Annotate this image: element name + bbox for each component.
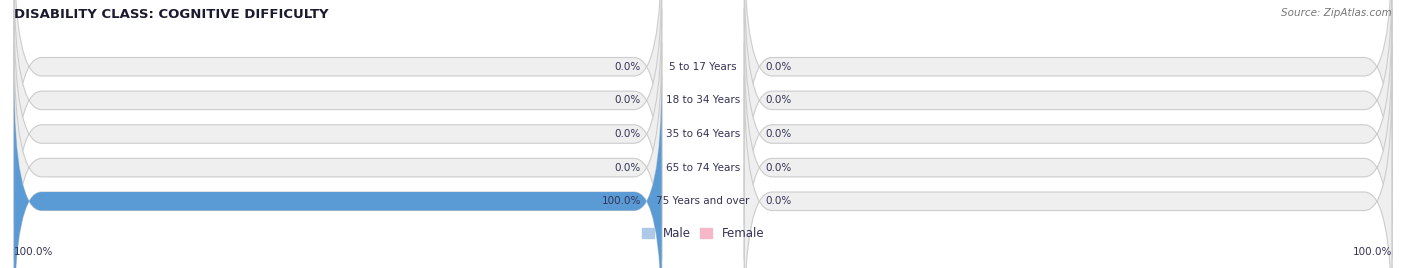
Text: 100.0%: 100.0% (1353, 247, 1392, 257)
FancyBboxPatch shape (744, 9, 1392, 259)
FancyBboxPatch shape (14, 9, 662, 259)
Text: 75 Years and over: 75 Years and over (657, 196, 749, 206)
Text: 35 to 64 Years: 35 to 64 Years (666, 129, 740, 139)
Text: 5 to 17 Years: 5 to 17 Years (669, 62, 737, 72)
FancyBboxPatch shape (744, 76, 1392, 268)
Text: 65 to 74 Years: 65 to 74 Years (666, 163, 740, 173)
FancyBboxPatch shape (14, 42, 662, 268)
FancyBboxPatch shape (14, 0, 662, 192)
Text: 0.0%: 0.0% (614, 163, 641, 173)
Text: 100.0%: 100.0% (14, 247, 53, 257)
Text: DISABILITY CLASS: COGNITIVE DIFFICULTY: DISABILITY CLASS: COGNITIVE DIFFICULTY (14, 8, 329, 21)
Legend: Male, Female: Male, Female (637, 222, 769, 245)
Text: 0.0%: 0.0% (614, 129, 641, 139)
Text: 0.0%: 0.0% (765, 129, 792, 139)
Text: 0.0%: 0.0% (765, 62, 792, 72)
Text: Source: ZipAtlas.com: Source: ZipAtlas.com (1281, 8, 1392, 18)
Text: 0.0%: 0.0% (765, 95, 792, 105)
Text: 0.0%: 0.0% (614, 95, 641, 105)
FancyBboxPatch shape (14, 76, 662, 268)
Text: 100.0%: 100.0% (602, 196, 641, 206)
FancyBboxPatch shape (14, 76, 662, 268)
Text: 18 to 34 Years: 18 to 34 Years (666, 95, 740, 105)
FancyBboxPatch shape (744, 0, 1392, 192)
Text: 0.0%: 0.0% (614, 62, 641, 72)
Text: 0.0%: 0.0% (765, 196, 792, 206)
FancyBboxPatch shape (744, 0, 1392, 226)
FancyBboxPatch shape (14, 0, 662, 226)
Text: 0.0%: 0.0% (765, 163, 792, 173)
FancyBboxPatch shape (744, 42, 1392, 268)
